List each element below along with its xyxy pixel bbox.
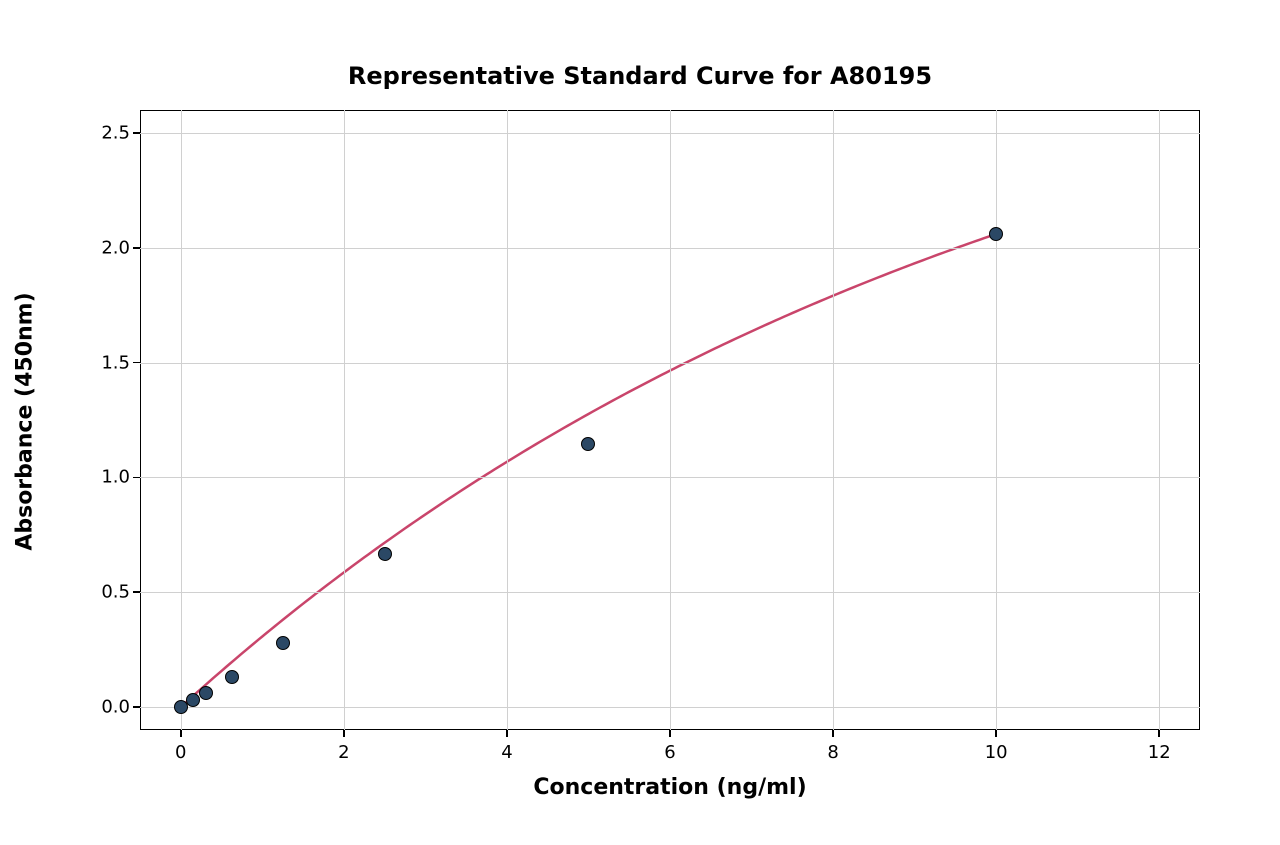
data-point xyxy=(989,227,1003,241)
data-point xyxy=(581,437,595,451)
gridline-vertical xyxy=(507,110,508,730)
y-tick-label: 2.0 xyxy=(95,237,130,258)
gridline-horizontal xyxy=(140,133,1200,134)
x-tick-label: 8 xyxy=(827,742,838,763)
data-point xyxy=(276,636,290,650)
gridline-horizontal xyxy=(140,363,1200,364)
y-tick-label: 1.5 xyxy=(95,352,130,373)
gridline-horizontal xyxy=(140,707,1200,708)
gridline-vertical xyxy=(1159,110,1160,730)
x-tick xyxy=(506,730,508,737)
data-point xyxy=(186,693,200,707)
y-axis-label: Absorbance (450nm) xyxy=(13,282,38,562)
y-tick xyxy=(133,132,140,134)
y-tick xyxy=(133,362,140,364)
gridline-vertical xyxy=(996,110,997,730)
x-tick-label: 6 xyxy=(664,742,675,763)
y-tick-label: 0.5 xyxy=(95,582,130,603)
y-tick-label: 1.0 xyxy=(95,467,130,488)
y-tick-label: 2.5 xyxy=(95,122,130,143)
data-point xyxy=(174,700,188,714)
data-point xyxy=(225,670,239,684)
x-axis-label: Concentration (ng/ml) xyxy=(520,775,820,800)
gridline-vertical xyxy=(344,110,345,730)
x-tick-label: 10 xyxy=(985,742,1008,763)
x-tick-label: 12 xyxy=(1148,742,1171,763)
y-tick xyxy=(133,247,140,249)
gridline-vertical xyxy=(670,110,671,730)
y-tick xyxy=(133,477,140,479)
gridline-horizontal xyxy=(140,592,1200,593)
gridline-horizontal xyxy=(140,477,1200,478)
data-point xyxy=(378,547,392,561)
data-point xyxy=(199,686,213,700)
x-tick xyxy=(669,730,671,737)
gridline-vertical xyxy=(181,110,182,730)
x-tick-label: 0 xyxy=(175,742,186,763)
x-tick xyxy=(832,730,834,737)
standard-curve-chart: Representative Standard Curve for A80195… xyxy=(0,0,1280,845)
gridline-vertical xyxy=(833,110,834,730)
y-tick xyxy=(133,706,140,708)
x-tick xyxy=(995,730,997,737)
x-tick xyxy=(343,730,345,737)
x-tick xyxy=(180,730,182,737)
x-tick-label: 2 xyxy=(338,742,349,763)
y-tick xyxy=(133,591,140,593)
chart-title: Representative Standard Curve for A80195 xyxy=(0,62,1280,90)
y-tick-label: 0.0 xyxy=(95,697,130,718)
x-tick-label: 4 xyxy=(501,742,512,763)
x-tick xyxy=(1158,730,1160,737)
gridline-horizontal xyxy=(140,248,1200,249)
